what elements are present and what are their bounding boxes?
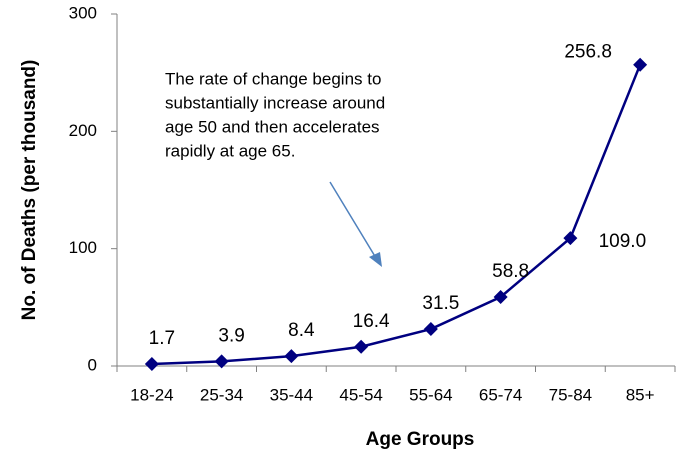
marker [493,290,508,305]
marker [563,231,578,246]
marker [214,354,229,369]
marker [423,322,438,337]
y-tick-label: 100 [69,238,97,257]
x-tick-label: 75-84 [549,385,592,404]
x-tick-label: 45-54 [339,385,382,404]
annotation-arrowhead [369,252,382,267]
x-tick-label: 85+ [626,385,655,404]
annotation: age 50 and then accelerates [165,117,380,136]
annotation: The rate of change begins to [165,69,381,88]
x-tick-label: 25-34 [200,385,243,404]
x-tick-label: 65-74 [479,385,522,404]
data-label: 1.7 [149,328,175,349]
marker [633,57,648,72]
data-label: 109.0 [599,231,647,252]
y-tick-label: 0 [88,355,97,374]
marker [284,349,299,364]
x-tick-label: 55-64 [409,385,452,404]
data-label: 16.4 [353,311,390,332]
annotation: substantially increase around [165,93,385,112]
data-label: 31.5 [422,293,459,314]
data-label: 58.8 [492,261,529,282]
data-label: 8.4 [288,320,315,341]
marker [144,357,159,372]
annotation-arrow [329,181,377,259]
line [151,64,642,366]
x-tick-label: 35-44 [270,385,313,404]
data-label: 256.8 [564,42,612,63]
x-tick-label: 18-24 [130,385,173,404]
y-tick-label: 300 [69,3,97,22]
annotation: rapidly at age 65. [165,141,295,160]
x-axis-title: Age Groups [366,429,475,450]
y-axis-title: No. of Deaths (per thousand) [19,60,40,321]
marker [354,339,369,354]
data-label: 3.9 [218,325,244,346]
y-tick-label: 200 [69,121,97,140]
